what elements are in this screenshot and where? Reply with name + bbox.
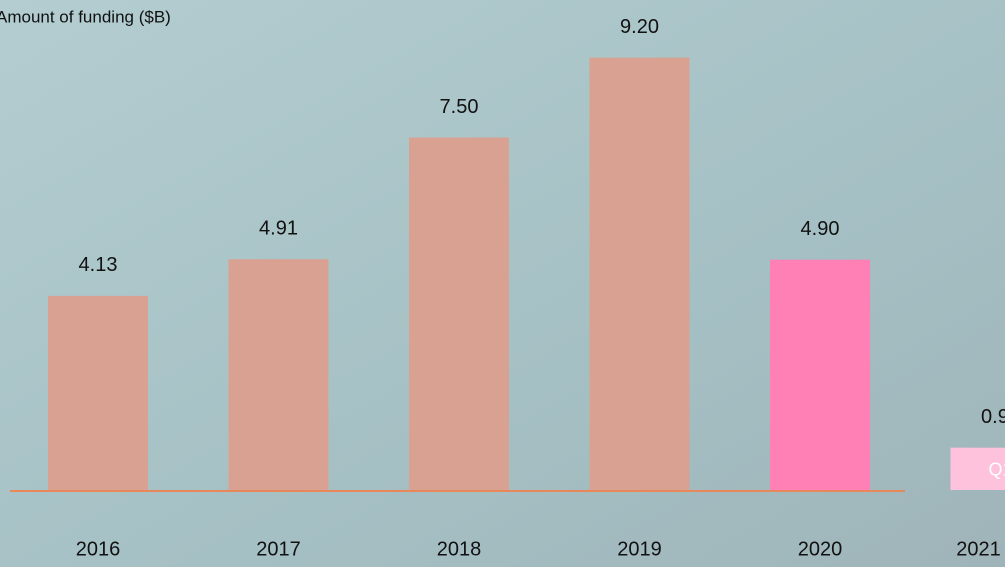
- x-tick-label: 2019: [617, 538, 662, 560]
- chart: Amount of funding ($B) 4.13 2016 4.91 2017 7…: [0, 0, 1005, 567]
- page: Amount of funding ($B) 4.13 2016 4.91 2017 7…: [0, 0, 1005, 567]
- bar: [590, 58, 690, 490]
- bar: [229, 259, 329, 490]
- value-label: 4.90: [801, 218, 840, 240]
- x-tick-label: 2017: [256, 538, 301, 560]
- x-tick-label: 2016: [76, 538, 121, 560]
- y-axis-title: Amount of funding ($B): [0, 7, 171, 26]
- x-tick-label: 2018: [437, 538, 482, 560]
- bar: [770, 260, 870, 490]
- value-label: 0.90: [981, 406, 1005, 428]
- bar: [48, 296, 148, 490]
- x-tick-label: 2021: [956, 538, 1001, 560]
- value-label: 4.91: [259, 218, 298, 240]
- x-tick-label: 2020: [798, 538, 843, 560]
- bar-annotation: Q1: [988, 460, 1005, 480]
- value-label: 7.50: [440, 96, 479, 118]
- value-label: 4.13: [79, 254, 118, 276]
- value-label: 9.20: [620, 16, 659, 38]
- bar: [409, 138, 509, 491]
